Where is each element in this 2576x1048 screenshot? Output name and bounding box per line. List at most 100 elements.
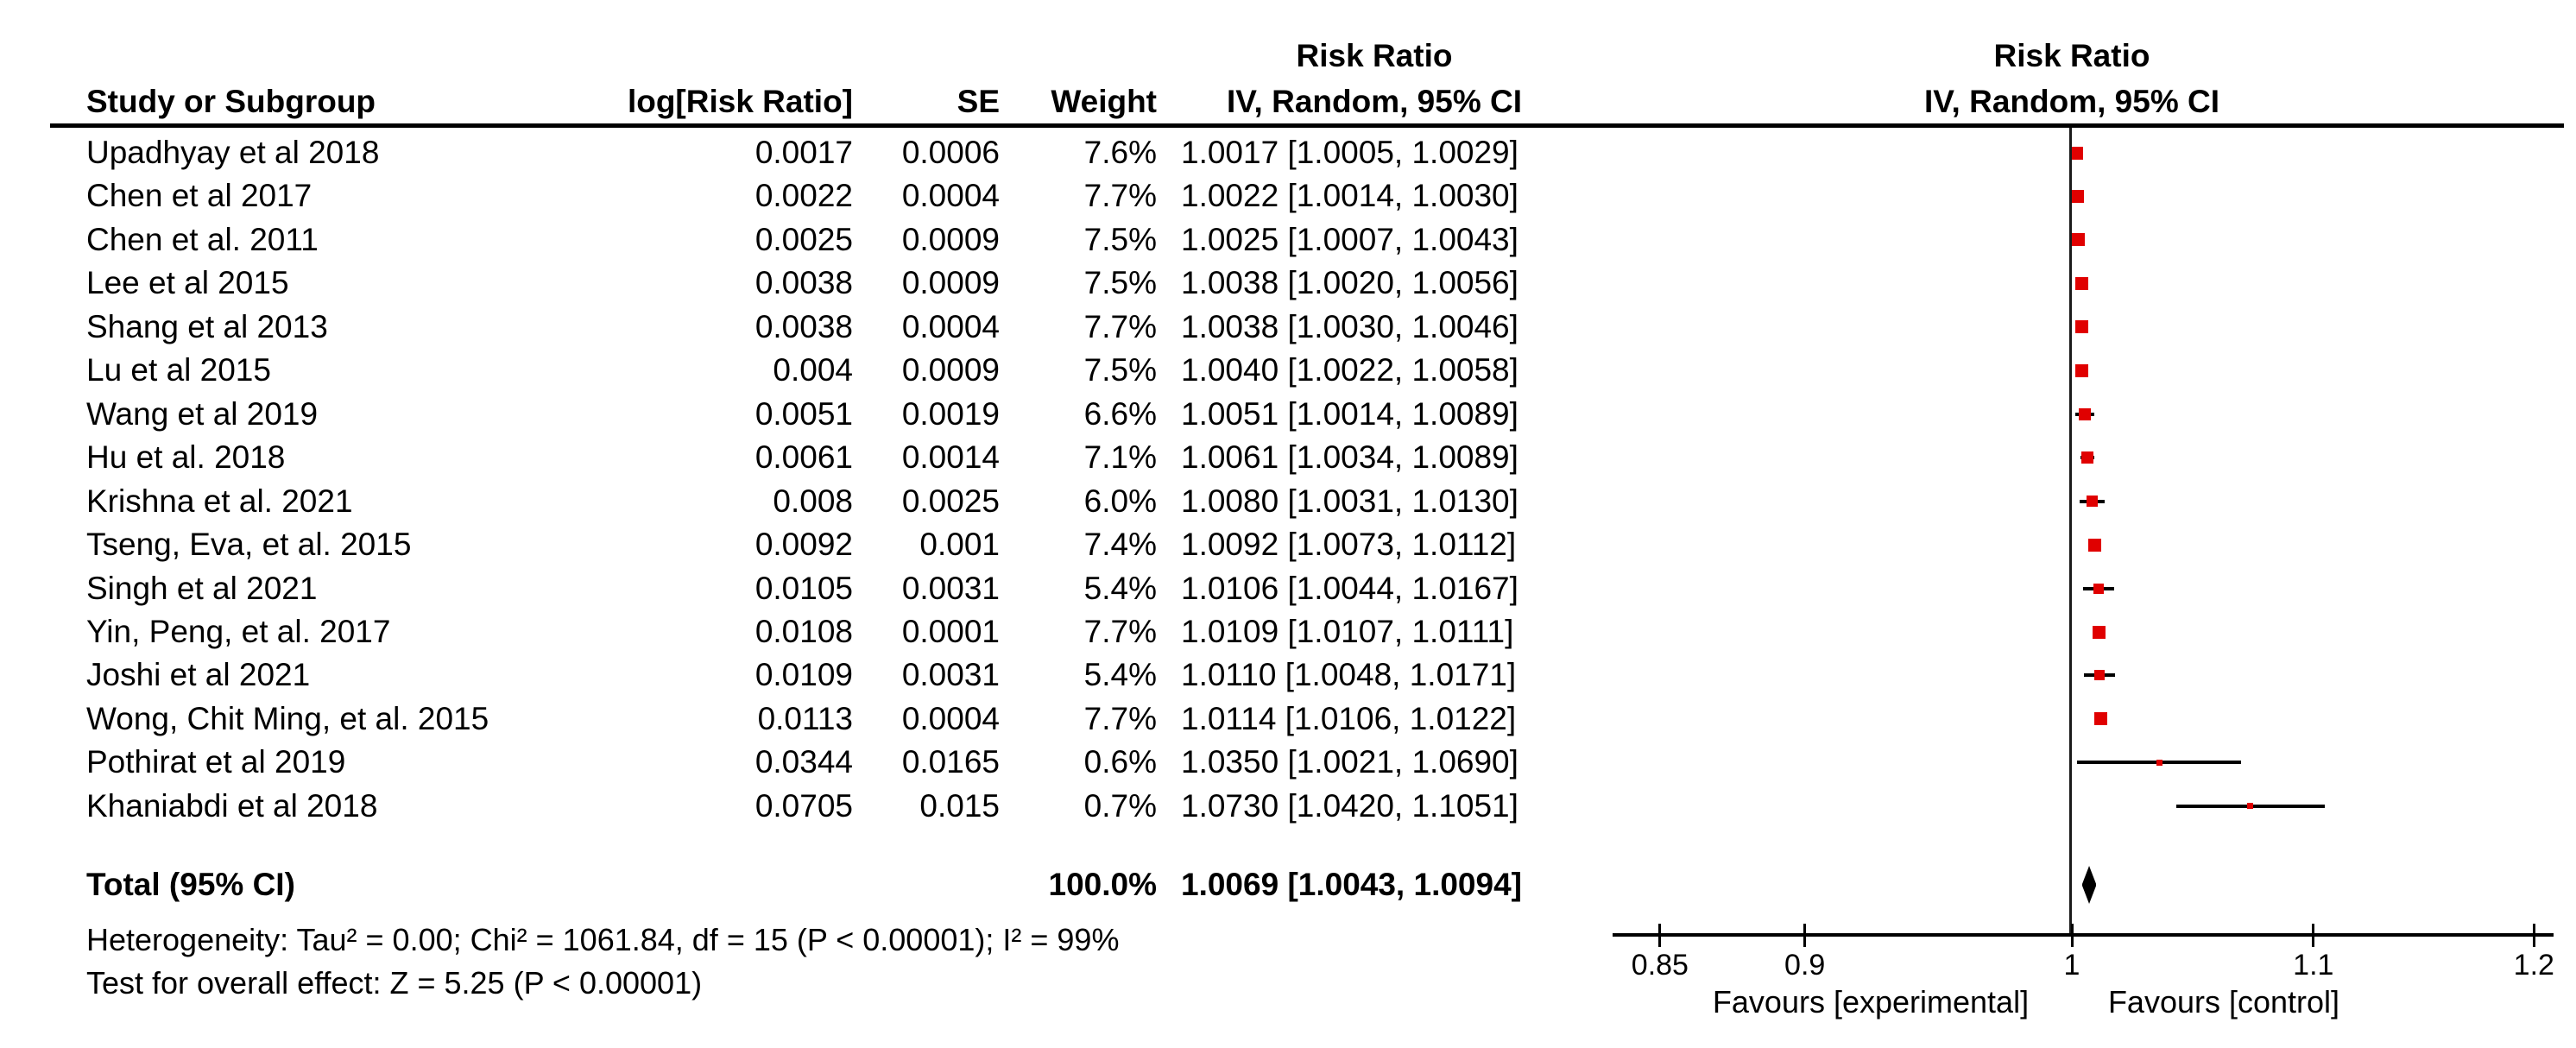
study-se: 0.0006: [901, 135, 1000, 170]
study-name: Upadhyay et al 2018: [86, 135, 380, 170]
study-marker: [2078, 407, 2091, 420]
study-name: Yin, Peng, et al. 2017: [86, 613, 391, 649]
study-weight: 7.7%: [1083, 308, 1157, 344]
study-weight: 7.5%: [1083, 265, 1157, 301]
x-axis-tick: [2532, 924, 2535, 947]
x-axis-tick: [2312, 924, 2315, 947]
study-se: 0.0009: [901, 352, 1000, 388]
study-name: Singh et al 2021: [86, 570, 318, 606]
study-ci-text: 1.0017 [1.0005, 1.0029]: [1181, 135, 1518, 170]
null-effect-line: [2069, 128, 2072, 935]
header-rule: [50, 123, 2564, 128]
study-log-rr: 0.0705: [754, 787, 853, 824]
study-weight: 6.0%: [1083, 483, 1157, 519]
study-marker: [2069, 146, 2083, 160]
effect-title-left: Risk Ratio: [1296, 38, 1453, 73]
study-marker: [2075, 363, 2089, 377]
study-log-rr: 0.0092: [754, 527, 853, 563]
x-axis-tick-label: 0.9: [1784, 949, 1826, 982]
overall-effect-text: Test for overall effect: Z = 5.25 (P < 0…: [86, 965, 703, 1001]
study-weight: 7.7%: [1083, 700, 1157, 736]
study-marker: [2074, 320, 2088, 334]
study-ci-text: 1.0730 [1.0420, 1.1051]: [1181, 787, 1518, 824]
study-name: Krishna et al. 2021: [86, 483, 353, 519]
study-marker: [2156, 759, 2162, 766]
favours-right-label: Favours [control]: [2107, 984, 2340, 1020]
total-ci-text: 1.0069 [1.0043, 1.0094]: [1181, 867, 1522, 902]
study-name: Chen et al 2017: [86, 178, 313, 214]
study-log-rr: 0.0113: [757, 700, 853, 736]
x-axis-line: [1613, 933, 2554, 937]
study-ci-text: 1.0051 [1.0014, 1.0089]: [1181, 395, 1518, 432]
study-weight: 5.4%: [1083, 657, 1157, 693]
study-log-rr: 0.0051: [754, 395, 853, 432]
study-se: 0.0014: [901, 439, 1000, 476]
study-marker: [2071, 189, 2084, 203]
study-name: Tseng, Eva, et al. 2015: [86, 527, 412, 563]
study-se: 0.0025: [901, 483, 1000, 519]
study-marker: [2071, 233, 2085, 247]
study-name: Lee et al 2015: [86, 265, 289, 301]
study-log-rr: 0.0344: [754, 744, 853, 780]
x-axis-tick-label: 1: [2063, 949, 2080, 982]
x-axis-tick: [1803, 924, 1807, 947]
study-marker: [2088, 538, 2102, 552]
study-marker: [2074, 276, 2088, 290]
study-name: Hu et al. 2018: [86, 439, 286, 476]
study-ci-text: 1.0040 [1.0022, 1.0058]: [1181, 352, 1518, 388]
column-header-log-risk-ratio: log[Risk Ratio]: [627, 84, 853, 119]
study-se: 0.0004: [901, 308, 1000, 344]
column-header-se: SE: [957, 84, 1000, 119]
study-name: Joshi et al 2021: [86, 657, 311, 693]
study-name: Wong, Chit Ming, et al. 2015: [86, 700, 489, 736]
study-ci-text: 1.0109 [1.0107, 1.0111]: [1181, 613, 1514, 649]
study-marker: [2086, 496, 2098, 508]
study-name: Lu et al 2015: [86, 352, 271, 388]
study-ci-text: 1.0350 [1.0021, 1.0690]: [1181, 744, 1518, 780]
study-weight: 7.1%: [1083, 439, 1157, 476]
study-log-rr: 0.0038: [754, 308, 853, 344]
study-weight: 0.7%: [1083, 787, 1157, 824]
study-se: 0.0001: [901, 613, 1000, 649]
study-ci-text: 1.0110 [1.0048, 1.0171]: [1181, 657, 1517, 693]
study-ci-text: 1.0025 [1.0007, 1.0043]: [1181, 221, 1518, 257]
study-se: 0.001: [919, 527, 1000, 563]
study-ci-text: 1.0038 [1.0020, 1.0056]: [1181, 265, 1518, 301]
study-weight: 7.5%: [1083, 352, 1157, 388]
study-ci-text: 1.0022 [1.0014, 1.0030]: [1181, 178, 1518, 214]
study-name: Shang et al 2013: [86, 308, 328, 344]
study-name: Khaniabdi et al 2018: [86, 787, 378, 824]
x-axis-tick: [1658, 924, 1662, 947]
study-ci-text: 1.0114 [1.0106, 1.0122]: [1181, 700, 1517, 736]
study-name: Wang et al 2019: [86, 395, 319, 432]
study-se: 0.0004: [901, 700, 1000, 736]
study-name: Pothirat et al 2019: [86, 744, 346, 780]
study-log-rr: 0.0038: [754, 265, 853, 301]
x-axis-tick: [2070, 924, 2074, 947]
study-ci-text: 1.0038 [1.0030, 1.0046]: [1181, 308, 1518, 344]
study-ci-text: 1.0080 [1.0031, 1.0130]: [1181, 483, 1518, 519]
study-weight: 7.6%: [1083, 135, 1157, 170]
study-ci-text: 1.0106 [1.0044, 1.0167]: [1181, 570, 1518, 606]
study-ci-text: 1.0092 [1.0073, 1.0112]: [1181, 527, 1517, 563]
column-header-ci-left: IV, Random, 95% CI: [1226, 84, 1522, 119]
x-axis-tick-label: 0.85: [1631, 949, 1689, 982]
study-marker: [2080, 451, 2093, 464]
study-weight: 5.4%: [1083, 570, 1157, 606]
study-se: 0.0165: [901, 744, 1000, 780]
total-weight: 100.0%: [1048, 867, 1158, 902]
x-axis-tick-label: 1.2: [2513, 949, 2554, 982]
study-se: 0.0009: [901, 221, 1000, 257]
total-label: Total (95% CI): [86, 867, 295, 902]
study-se: 0.0019: [901, 395, 1000, 432]
study-log-rr: 0.0109: [754, 657, 853, 693]
effect-title-right: Risk Ratio: [1993, 38, 2150, 73]
study-se: 0.015: [919, 787, 1000, 824]
study-se: 0.0004: [901, 178, 1000, 214]
study-weight: 6.6%: [1083, 395, 1157, 432]
column-header-study: Study or Subgroup: [86, 84, 376, 119]
heterogeneity-text: Heterogeneity: Tau² = 0.00; Chi² = 1061.…: [86, 922, 1120, 957]
study-log-rr: 0.0022: [754, 178, 853, 214]
study-marker: [2093, 712, 2107, 726]
study-se: 0.0031: [901, 657, 1000, 693]
